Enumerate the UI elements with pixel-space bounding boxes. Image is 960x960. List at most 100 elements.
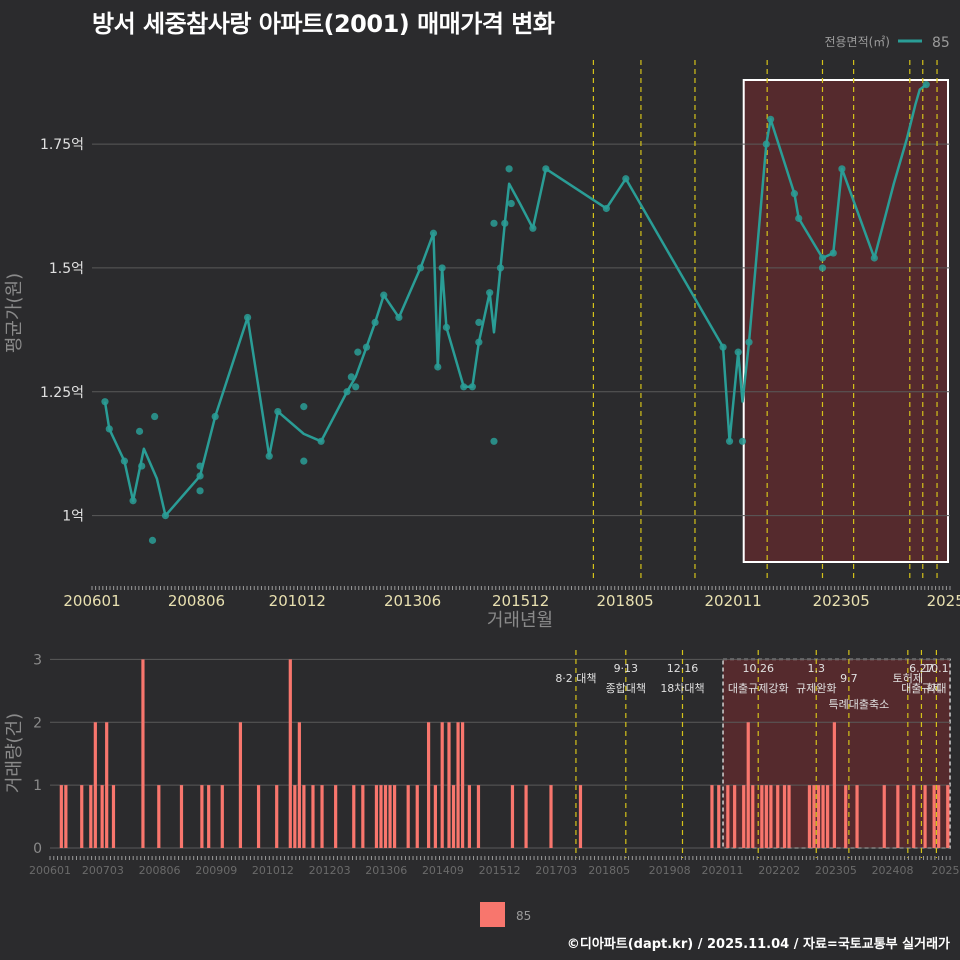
legend-title: 전용면적(㎡)	[824, 35, 890, 49]
bar	[733, 785, 737, 848]
bar	[141, 659, 145, 848]
annotation-date: 10.1	[924, 662, 949, 675]
data-point	[196, 472, 204, 480]
x-tick-label: 202202	[758, 864, 800, 877]
bar	[456, 722, 460, 848]
data-point	[829, 249, 837, 257]
annotation-date: 9·13	[614, 662, 639, 675]
bar	[844, 785, 848, 848]
x-tick-label: 201805	[588, 864, 630, 877]
bar	[89, 785, 93, 848]
data-point	[317, 437, 325, 445]
data-point	[148, 536, 157, 544]
annotation-label: 확대	[926, 682, 946, 695]
data-point	[151, 412, 159, 421]
annotation-label: 대출규제강화	[728, 682, 789, 695]
bar	[816, 785, 821, 848]
data-point	[138, 462, 146, 470]
bar	[451, 785, 456, 848]
data-point	[762, 140, 770, 148]
data-point	[602, 204, 610, 213]
data-point	[529, 224, 537, 232]
x-tick-label: 201012	[252, 864, 294, 877]
annotation-date: 10.26	[742, 662, 774, 675]
x-tick-label: 202305	[813, 592, 870, 610]
annotation-date: 6.27	[909, 662, 934, 675]
bar	[238, 722, 243, 848]
annotation-label: 18차대책	[660, 682, 704, 695]
highlight-box	[742, 79, 950, 563]
data-point	[343, 388, 351, 396]
data-point	[622, 175, 630, 183]
bar	[288, 659, 292, 848]
bar	[782, 785, 787, 848]
bar	[352, 785, 356, 848]
footer-credit: ©디아파트(dapt.kr) / 2025.11.04 / 자료=국토교통부 실…	[566, 937, 950, 952]
data-point	[790, 190, 798, 198]
data-point	[501, 219, 509, 227]
x-axis-title: 거래년월	[487, 610, 553, 631]
data-point	[244, 313, 252, 322]
data-point	[719, 343, 727, 351]
series-line	[103, 83, 927, 517]
bar	[946, 785, 950, 848]
x-tick-label: 202011	[702, 864, 744, 877]
y-axis-title: 거래량(건)	[4, 713, 25, 793]
bar	[460, 722, 465, 848]
data-point	[265, 452, 273, 460]
data-point	[371, 318, 379, 327]
bar	[764, 785, 768, 848]
data-point	[738, 437, 747, 445]
bar	[297, 722, 301, 848]
bar	[787, 785, 791, 848]
bar	[320, 785, 324, 848]
bar	[111, 785, 116, 848]
data-point	[460, 383, 468, 391]
x-tick-label: 201306	[384, 592, 441, 610]
data-point	[416, 264, 425, 272]
data-point	[120, 457, 129, 465]
x-tick-label: 201203	[309, 864, 351, 877]
bar	[510, 785, 515, 848]
data-point	[196, 462, 204, 470]
bar	[751, 785, 755, 848]
y-tick-label: 1.25억	[40, 385, 84, 401]
y-tick-label: 2	[33, 715, 42, 731]
data-point	[818, 254, 827, 262]
bar	[433, 785, 437, 848]
data-point	[101, 398, 109, 406]
legend-label: 85	[516, 909, 531, 923]
bar	[200, 785, 204, 848]
y-tick-label: 0	[33, 841, 42, 857]
x-tick-label: 200806	[168, 592, 225, 610]
y-tick-label: 3	[33, 652, 42, 668]
bar	[932, 785, 936, 848]
data-point	[490, 437, 498, 445]
bar	[524, 785, 528, 848]
bar	[769, 785, 773, 848]
bar	[578, 785, 583, 848]
x-tick-label: 201409	[422, 864, 464, 877]
bar	[374, 785, 379, 848]
legend-swatch	[480, 902, 505, 927]
x-tick-label: 2025	[927, 592, 960, 610]
data-point	[354, 348, 362, 356]
data-point	[300, 403, 308, 411]
bar	[379, 785, 383, 848]
data-point	[734, 348, 742, 356]
data-point	[380, 291, 388, 299]
bar	[821, 785, 825, 848]
bar	[882, 785, 886, 848]
data-point	[507, 199, 515, 208]
data-point	[161, 512, 170, 520]
data-point	[438, 264, 446, 272]
x-tick-label: 201908	[649, 864, 691, 877]
data-point	[818, 264, 827, 272]
data-point	[496, 264, 505, 272]
x-tick-label: 200601	[63, 592, 120, 610]
data-point	[105, 425, 113, 433]
data-point	[767, 115, 775, 123]
bar	[100, 785, 104, 848]
bar	[440, 722, 444, 848]
x-tick-label: 201703	[535, 864, 577, 877]
